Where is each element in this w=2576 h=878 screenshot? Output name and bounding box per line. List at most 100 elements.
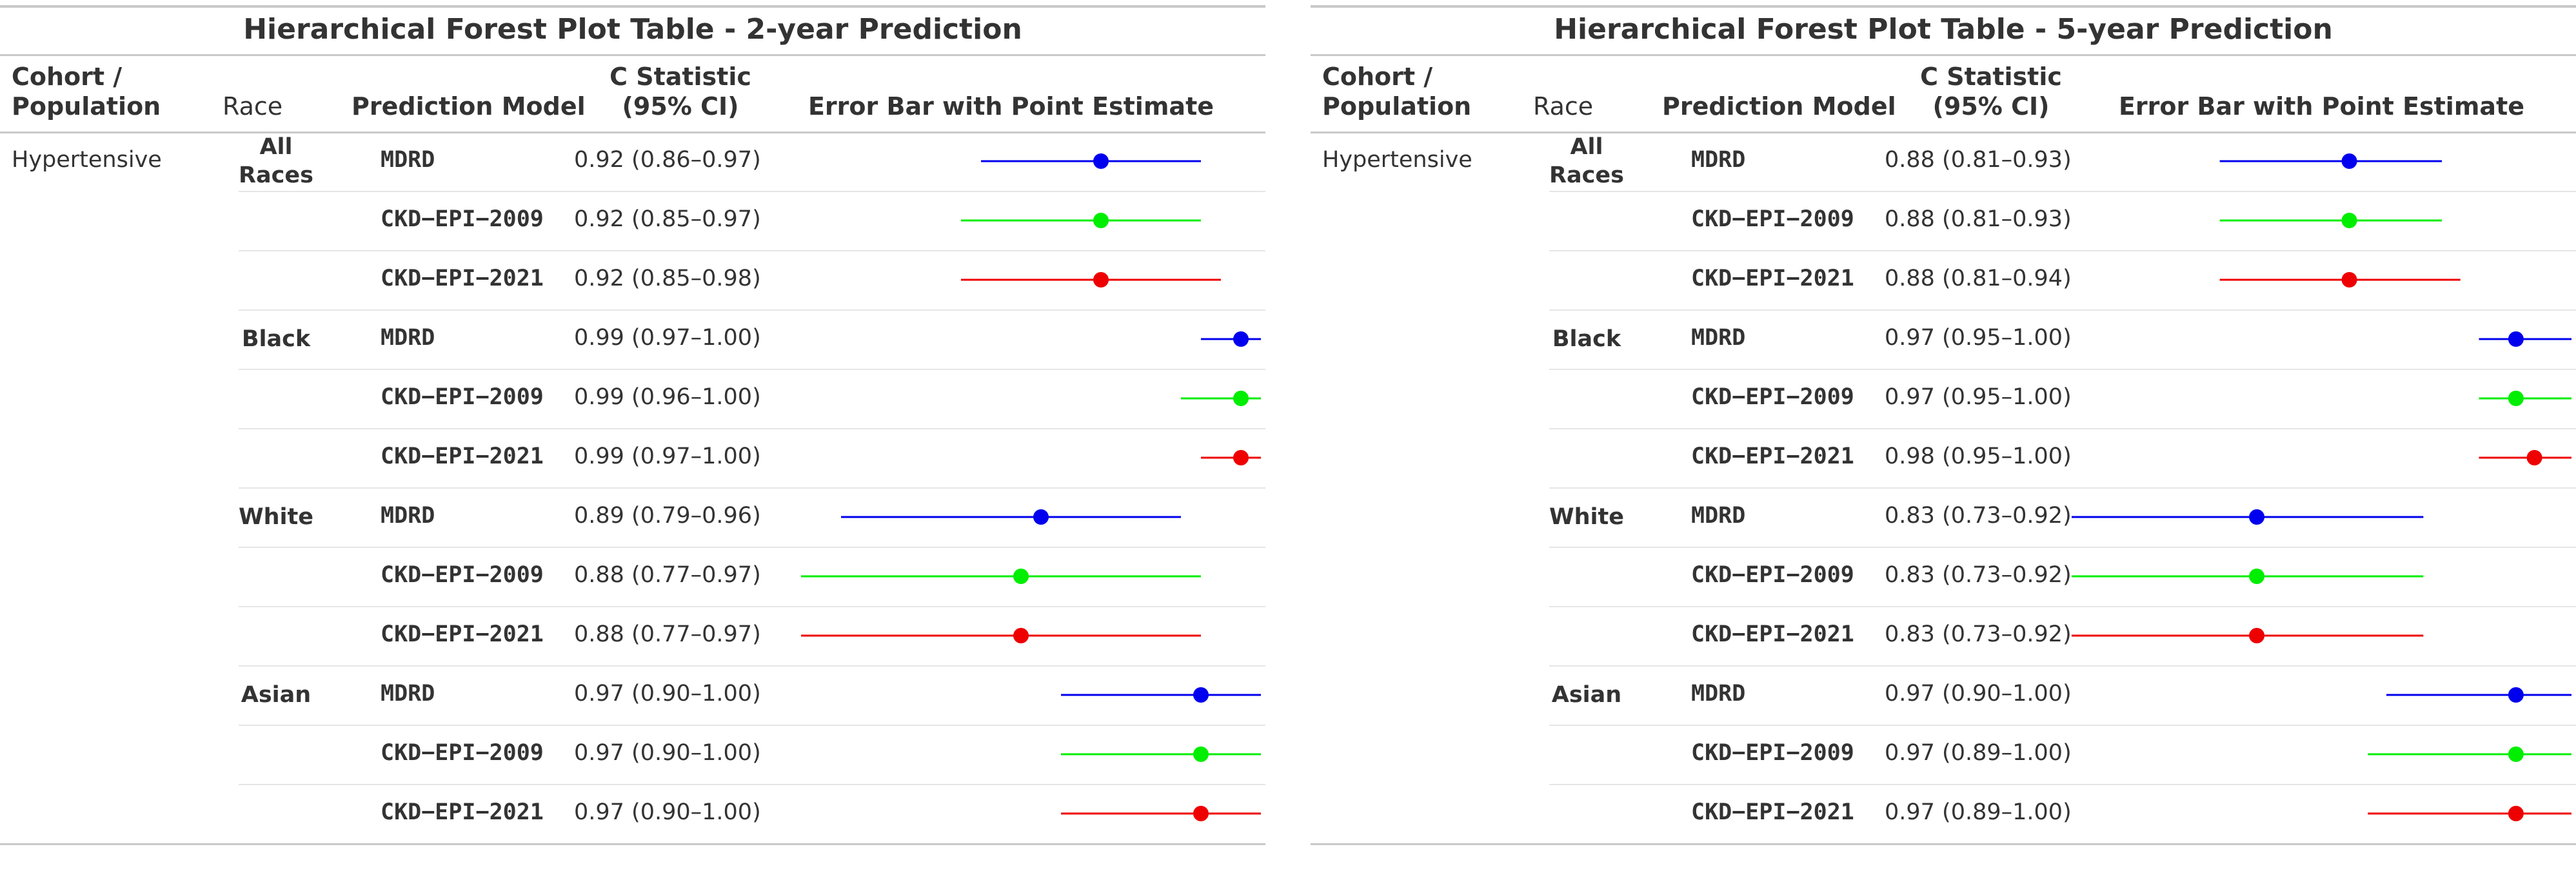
race-label: White: [1549, 504, 1624, 530]
row-divider: [239, 606, 1265, 607]
header-prediction-model: Prediction Model: [352, 92, 586, 121]
point-estimate-marker: [2341, 272, 2357, 288]
point-estimate-marker: [1033, 509, 1049, 525]
point-estimate-marker: [1193, 746, 1209, 762]
row-divider: [1549, 191, 2576, 192]
header-error-bar: Error Bar with Point Estimate: [2118, 92, 2525, 121]
point-estimate-marker: [2526, 450, 2542, 465]
prediction-model-label: MDRD: [381, 325, 435, 351]
prediction-model-label: MDRD: [1691, 681, 1746, 707]
c-statistic-value: 0.88 (0.77–0.97): [574, 562, 761, 588]
header-prediction-model: Prediction Model: [1662, 92, 1896, 121]
point-estimate-marker: [1093, 272, 1109, 288]
row-divider: [1549, 369, 2576, 370]
cohort-label: Hypertensive: [12, 147, 162, 173]
row-divider: [1549, 250, 2576, 251]
c-statistic-value: 0.99 (0.97–1.00): [574, 325, 761, 351]
c-statistic-value: 0.92 (0.85–0.97): [574, 206, 761, 232]
row-divider: [1549, 428, 2576, 429]
point-estimate-marker: [1013, 628, 1029, 643]
header-race: Race: [1533, 92, 1594, 121]
point-estimate-marker: [2249, 509, 2265, 525]
row-divider: [1549, 487, 2576, 489]
c-statistic-value: 0.97 (0.90–1.00): [574, 681, 761, 707]
row-divider: [239, 487, 1265, 489]
table-rule: [1311, 5, 2576, 8]
prediction-model-label: CKD−EPI−2009: [1691, 740, 1854, 766]
c-statistic-value: 0.89 (0.79–0.96): [574, 503, 761, 529]
c-statistic-value: 0.88 (0.81–0.94): [1885, 266, 2072, 291]
row-divider: [239, 369, 1265, 370]
table-rule: [0, 132, 1265, 133]
row-divider: [1549, 665, 2576, 667]
point-estimate-marker: [1013, 569, 1029, 584]
race-label: Black: [1552, 326, 1621, 352]
row-divider: [239, 309, 1265, 311]
prediction-model-label: CKD−EPI−2021: [1691, 266, 1854, 291]
row-divider: [1549, 606, 2576, 607]
table-rule: [1311, 132, 2576, 133]
prediction-model-label: CKD−EPI−2021: [381, 444, 544, 469]
c-statistic-value: 0.83 (0.73–0.92): [1885, 562, 2072, 588]
prediction-model-label: MDRD: [381, 503, 435, 529]
table-rule: [0, 5, 1265, 8]
race-label: All Races: [239, 134, 313, 188]
race-label: Black: [241, 326, 311, 352]
c-statistic-value: 0.97 (0.95–1.00): [1885, 325, 2072, 351]
race-label: White: [239, 504, 313, 530]
table-rule: [0, 54, 1265, 56]
c-statistic-value: 0.88 (0.81–0.93): [1885, 206, 2072, 232]
header-c-statistic: C Statistic (95% CI): [1920, 63, 2062, 121]
error-bar-plot: [2072, 153, 2571, 821]
point-estimate-marker: [2249, 628, 2265, 643]
c-statistic-value: 0.92 (0.85–0.98): [574, 266, 761, 291]
prediction-model-label: CKD−EPI−2009: [381, 384, 544, 410]
row-divider: [239, 428, 1265, 429]
header-cohort: Cohort / Population: [12, 63, 161, 121]
c-statistic-value: 0.97 (0.89–1.00): [1885, 740, 2072, 766]
table-title: Hierarchical Forest Plot Table - 2-year …: [243, 13, 1022, 46]
table-rule: [1311, 54, 2576, 56]
c-statistic-value: 0.97 (0.90–1.00): [1885, 681, 2072, 707]
point-estimate-marker: [2508, 746, 2524, 762]
point-estimate-marker: [2508, 687, 2524, 703]
forest-table-5yr: Hierarchical Forest Plot Table - 5-year …: [1311, 5, 2576, 875]
forest-table-2yr: Hierarchical Forest Plot Table - 2-year …: [0, 5, 1265, 875]
c-statistic-value: 0.99 (0.96–1.00): [574, 384, 761, 410]
row-divider: [239, 784, 1265, 785]
prediction-model-label: CKD−EPI−2021: [1691, 621, 1854, 647]
race-label: Asian: [1551, 682, 1622, 708]
row-divider: [1549, 784, 2576, 785]
row-divider: [239, 191, 1265, 192]
c-statistic-value: 0.92 (0.86–0.97): [574, 147, 761, 173]
error-bar-plot: [801, 153, 1261, 821]
table-title: Hierarchical Forest Plot Table - 5-year …: [1554, 13, 2333, 46]
c-statistic-value: 0.99 (0.97–1.00): [574, 444, 761, 469]
row-divider: [239, 547, 1265, 548]
prediction-model-label: CKD−EPI−2009: [1691, 384, 1854, 410]
point-estimate-marker: [2508, 806, 2524, 821]
prediction-model-label: CKD−EPI−2021: [1691, 444, 1854, 469]
cohort-label: Hypertensive: [1322, 147, 1472, 173]
point-estimate-marker: [1233, 331, 1249, 347]
row-divider: [1549, 725, 2576, 726]
point-estimate-marker: [1193, 806, 1209, 821]
point-estimate-marker: [2508, 391, 2524, 406]
prediction-model-label: CKD−EPI−2021: [381, 621, 544, 647]
prediction-model-label: CKD−EPI−2021: [381, 799, 544, 825]
point-estimate-marker: [2341, 213, 2357, 228]
c-statistic-value: 0.97 (0.90–1.00): [574, 740, 761, 766]
prediction-model-label: CKD−EPI−2009: [381, 740, 544, 766]
c-statistic-value: 0.83 (0.73–0.92): [1885, 503, 2072, 529]
header-cohort: Cohort / Population: [1322, 63, 1472, 121]
row-divider: [1549, 309, 2576, 311]
c-statistic-value: 0.97 (0.90–1.00): [574, 799, 761, 825]
prediction-model-label: CKD−EPI−2009: [1691, 562, 1854, 588]
header-error-bar: Error Bar with Point Estimate: [807, 92, 1214, 121]
prediction-model-label: MDRD: [1691, 503, 1746, 529]
row-divider: [239, 250, 1265, 251]
point-estimate-marker: [1233, 391, 1249, 406]
prediction-model-label: CKD−EPI−2009: [381, 206, 544, 232]
prediction-model-label: CKD−EPI−2009: [1691, 206, 1854, 232]
row-divider: [1549, 547, 2576, 548]
